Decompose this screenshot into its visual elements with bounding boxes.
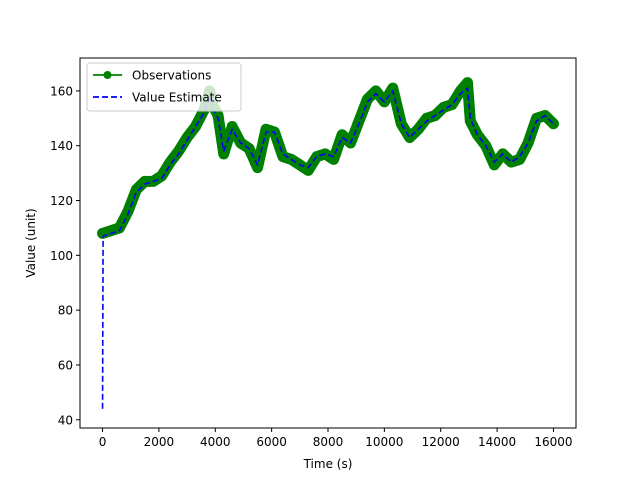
x-tick-label: 2000 xyxy=(144,435,175,449)
x-axis-title: Time (s) xyxy=(303,457,353,471)
y-tick-label: 100 xyxy=(50,249,73,263)
legend-observations-label: Observations xyxy=(132,69,211,83)
x-tick-label: 0 xyxy=(99,435,107,449)
series-value-estimate xyxy=(101,87,555,409)
x-tick-label: 12000 xyxy=(422,435,460,449)
y-tick-label: 160 xyxy=(50,84,73,98)
legend-box xyxy=(86,62,242,112)
legend: Observations Value Estimate xyxy=(86,62,242,112)
y-axis-title: Value (unit) xyxy=(24,208,38,277)
x-tick-label: 6000 xyxy=(256,435,287,449)
x-tick-label: 16000 xyxy=(534,435,572,449)
x-tick-label: 10000 xyxy=(365,435,403,449)
x-tick-label: 14000 xyxy=(478,435,516,449)
y-tick-label: 120 xyxy=(50,194,73,208)
y-axis: 40 60 80 100 120 140 160 xyxy=(50,84,80,427)
y-tick-label: 60 xyxy=(58,358,73,372)
legend-estimate-label: Value Estimate xyxy=(132,91,222,105)
y-tick-label: 40 xyxy=(58,413,73,427)
legend-observations-marker xyxy=(103,71,112,79)
y-tick-label: 140 xyxy=(50,139,73,153)
y-tick-label: 80 xyxy=(58,304,73,318)
x-tick-label: 8000 xyxy=(313,435,344,449)
x-tick-label: 4000 xyxy=(200,435,231,449)
x-axis: 0 2000 4000 6000 8000 10000 12000 14000 16000 xyxy=(99,428,573,449)
